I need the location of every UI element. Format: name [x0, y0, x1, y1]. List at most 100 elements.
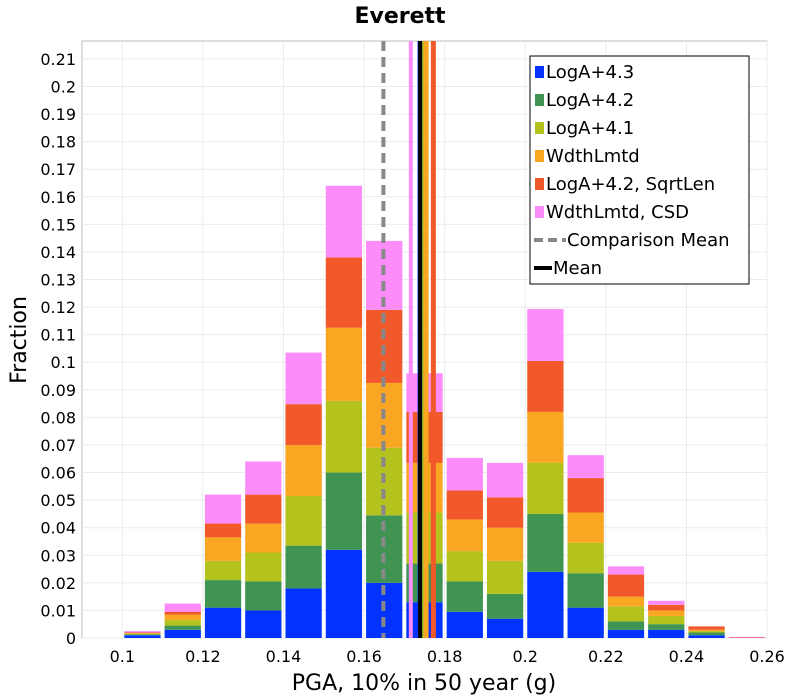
y-tick-label: 0.14 — [40, 243, 76, 262]
y-tick-label: 0.11 — [40, 326, 76, 345]
legend: LogA+4.3 LogA+4.2 LogA+4.1 WdthLmtd LogA+4.2… — [529, 55, 750, 285]
bar-segment — [648, 624, 685, 630]
bar-segment — [486, 618, 524, 638]
bar-segment — [648, 610, 685, 616]
bar-segment — [325, 257, 363, 328]
y-tick-label: 0.12 — [40, 298, 76, 317]
bar-segment — [124, 631, 161, 633]
bar-segment — [325, 549, 363, 638]
bar-segment — [486, 527, 524, 561]
legend-swatch — [535, 66, 544, 78]
bar-segment — [486, 462, 524, 498]
bar-segment — [567, 542, 604, 574]
bar-segment — [285, 352, 322, 405]
bar-segment — [245, 581, 282, 611]
bar-segment — [486, 497, 524, 528]
bar-segment — [607, 574, 645, 597]
bar-segment — [124, 635, 161, 638]
bar-segment — [285, 495, 322, 546]
bar-segment — [688, 631, 725, 633]
bar-segment — [607, 606, 645, 622]
bar-segment — [285, 444, 322, 496]
x-tick-label: 0.24 — [669, 647, 705, 666]
bar-segment — [325, 472, 363, 550]
bar-segment — [124, 632, 161, 634]
bar-segment — [486, 593, 524, 619]
bar-segment — [648, 600, 685, 605]
x-tick-label: 0.2 — [513, 647, 538, 666]
axis-ticks: 0 0.01 0.02 0.03 0.04 0.05 0.06 0.07 0.08 0.09 0.1… — [40, 50, 784, 666]
y-tick-label: 0.2 — [51, 77, 76, 96]
bar-segment — [164, 611, 201, 615]
y-tick-label: 0.21 — [40, 50, 76, 69]
bar-segment — [446, 551, 483, 582]
bar-segment — [567, 573, 604, 608]
bar-segment — [164, 629, 201, 638]
y-tick-label: 0.09 — [40, 381, 76, 400]
bar-segment — [204, 494, 242, 524]
legend-label: LogA+4.2 — [546, 90, 634, 111]
bar-segment — [648, 615, 685, 625]
bar-segment — [204, 607, 242, 638]
legend-swatch — [535, 178, 544, 190]
bar-segment — [124, 634, 161, 636]
legend-swatch — [535, 206, 544, 218]
x-tick-label: 0.16 — [346, 647, 382, 666]
x-tick-label: 0.18 — [427, 647, 463, 666]
legend-label: LogA+4.3 — [546, 62, 634, 83]
bar-segment — [245, 461, 282, 495]
bar-segment — [688, 629, 725, 632]
bar-segment — [688, 635, 725, 638]
bar-segment — [204, 537, 242, 561]
y-tick-label: 0.18 — [40, 133, 76, 152]
x-tick-label: 0.1 — [110, 647, 135, 666]
bar-segment — [164, 614, 201, 621]
y-tick-label: 0.05 — [40, 491, 76, 510]
bar-segment — [245, 523, 282, 553]
bar-segment — [527, 513, 564, 572]
bar-segment — [164, 625, 201, 630]
bar-segment — [567, 607, 604, 638]
bar-segment — [728, 636, 765, 638]
legend-label: LogA+4.2, SqrtLen — [546, 174, 715, 195]
y-tick-label: 0 — [66, 629, 76, 648]
legend-box — [529, 55, 750, 285]
bar-segment — [688, 626, 725, 630]
bar-segment — [446, 611, 483, 638]
bar-segment — [607, 566, 645, 575]
mean-lines — [381, 41, 436, 638]
legend-swatch — [535, 94, 544, 106]
bar-segment — [245, 610, 282, 638]
bar-segment — [285, 404, 322, 445]
bar-segment — [124, 633, 161, 634]
bar-segment — [527, 462, 564, 514]
bar-segment — [446, 457, 483, 491]
x-tick-label: 0.22 — [588, 647, 624, 666]
y-tick-label: 0.01 — [40, 601, 76, 620]
bar-segment — [285, 588, 322, 638]
bar-segment — [688, 632, 725, 636]
bar-segment — [204, 523, 242, 538]
bar-segment — [245, 494, 282, 524]
bar-segment — [567, 512, 604, 543]
bar-segment — [245, 552, 282, 582]
legend-label: Comparison Mean — [567, 230, 730, 251]
y-tick-label: 0.16 — [40, 188, 76, 207]
y-tick-label: 0.04 — [40, 519, 76, 538]
x-tick-label: 0.14 — [266, 647, 302, 666]
bar-segment — [164, 620, 201, 626]
y-tick-label: 0.02 — [40, 574, 76, 593]
legend-swatch — [535, 122, 544, 134]
bar-segment — [204, 580, 242, 608]
bar-segment — [607, 629, 645, 638]
bar-segment — [486, 560, 524, 594]
bar-segment — [527, 360, 564, 412]
x-tick-label: 0.26 — [749, 647, 785, 666]
legend-label: WdthLmtd, CSD — [546, 202, 689, 223]
bar-segment — [285, 545, 322, 589]
y-tick-label: 0.07 — [40, 436, 76, 455]
y-tick-label: 0.06 — [40, 464, 76, 483]
y-tick-label: 0.19 — [40, 105, 76, 124]
bar-segment — [728, 637, 765, 638]
